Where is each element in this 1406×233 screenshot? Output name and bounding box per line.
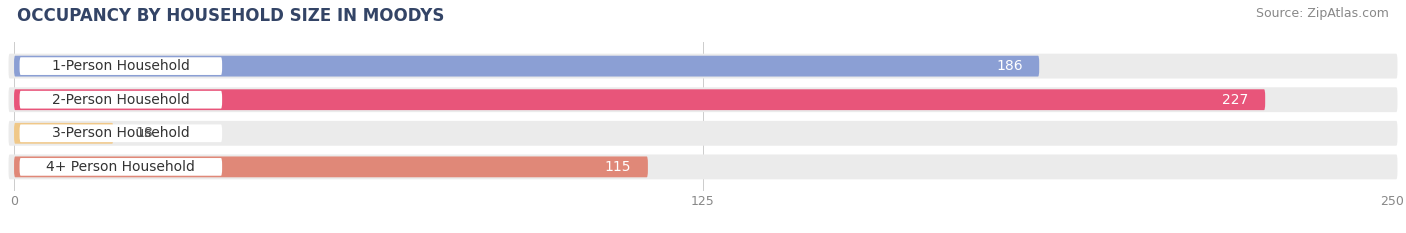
FancyBboxPatch shape <box>8 154 1398 179</box>
FancyBboxPatch shape <box>8 54 1398 79</box>
Text: 115: 115 <box>605 160 631 174</box>
Text: 3-Person Household: 3-Person Household <box>52 126 190 140</box>
FancyBboxPatch shape <box>14 123 114 144</box>
FancyBboxPatch shape <box>14 56 1039 76</box>
FancyBboxPatch shape <box>20 124 222 142</box>
FancyBboxPatch shape <box>8 121 1398 146</box>
Text: OCCUPANCY BY HOUSEHOLD SIZE IN MOODYS: OCCUPANCY BY HOUSEHOLD SIZE IN MOODYS <box>17 7 444 25</box>
FancyBboxPatch shape <box>14 157 648 177</box>
Text: 18: 18 <box>135 126 153 140</box>
Text: 4+ Person Household: 4+ Person Household <box>46 160 195 174</box>
Text: 1-Person Household: 1-Person Household <box>52 59 190 73</box>
Text: Source: ZipAtlas.com: Source: ZipAtlas.com <box>1256 7 1389 20</box>
FancyBboxPatch shape <box>14 89 1265 110</box>
FancyBboxPatch shape <box>20 91 222 109</box>
Text: 2-Person Household: 2-Person Household <box>52 93 190 107</box>
FancyBboxPatch shape <box>8 87 1398 112</box>
FancyBboxPatch shape <box>20 158 222 176</box>
Text: 186: 186 <box>995 59 1022 73</box>
FancyBboxPatch shape <box>20 57 222 75</box>
Text: 227: 227 <box>1222 93 1249 107</box>
